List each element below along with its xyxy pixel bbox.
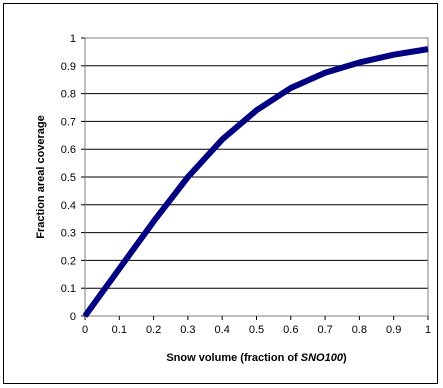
y-tick-label: 0.3 xyxy=(61,228,76,240)
x-tick-label: 1 xyxy=(425,324,431,336)
data-point xyxy=(256,109,257,111)
x-tick-label: 0.4 xyxy=(215,324,230,336)
data-point xyxy=(427,48,429,50)
x-axis-title-prefix: Snow volume (fraction of xyxy=(166,352,300,364)
y-tick-label: 0.7 xyxy=(61,116,76,128)
x-axis-ticks: 0 0.1 0.2 0.3 0.4 0.5 0.6 0.7 0.8 0.9 1 xyxy=(82,316,431,336)
y-tick-label: 0.5 xyxy=(61,172,76,184)
y-tick-label: 0.6 xyxy=(61,144,76,156)
x-tick-label: 0.1 xyxy=(112,324,127,336)
data-point xyxy=(84,315,86,317)
x-axis-title-suffix: ) xyxy=(343,352,347,364)
data-point xyxy=(187,176,189,178)
data-point xyxy=(118,268,120,270)
y-axis-ticks: 0 0.1 0.2 0.3 0.4 0.5 0.6 0.7 0.8 0.9 1 xyxy=(61,33,85,323)
data-point xyxy=(324,72,326,74)
y-tick-label: 0 xyxy=(70,311,76,323)
x-axis-title: Snow volume (fraction of SNO100) xyxy=(166,352,347,364)
grid-lines xyxy=(84,38,428,317)
chart-frame xyxy=(3,3,438,384)
x-tick-label: 0.5 xyxy=(249,324,264,336)
x-axis-title-italic: SNO100 xyxy=(301,352,344,364)
y-tick-label: 0.1 xyxy=(61,283,76,295)
y-axis-title: Fraction areal coverage xyxy=(35,115,47,239)
y-tick-label: 0.8 xyxy=(61,89,76,101)
data-point xyxy=(221,138,223,140)
data-point xyxy=(393,54,395,56)
data-point xyxy=(358,61,360,63)
x-tick-label: 0.8 xyxy=(352,324,367,336)
y-tick-label: 0.9 xyxy=(61,61,76,73)
x-tick-label: 0.6 xyxy=(283,324,298,336)
x-tick-label: 0.7 xyxy=(317,324,332,336)
x-tick-label: 0.2 xyxy=(146,324,161,336)
series-group xyxy=(82,46,429,318)
y-tick-label: 1 xyxy=(70,33,76,45)
x-tick-label: 0.3 xyxy=(180,324,195,336)
y-tick-label: 0.2 xyxy=(61,255,76,267)
x-tick-label: 0.9 xyxy=(386,324,401,336)
data-point xyxy=(290,87,292,89)
series-line xyxy=(82,46,429,318)
data-point xyxy=(153,220,155,222)
x-tick-label: 0 xyxy=(82,324,88,336)
y-tick-label: 0.4 xyxy=(61,200,76,212)
